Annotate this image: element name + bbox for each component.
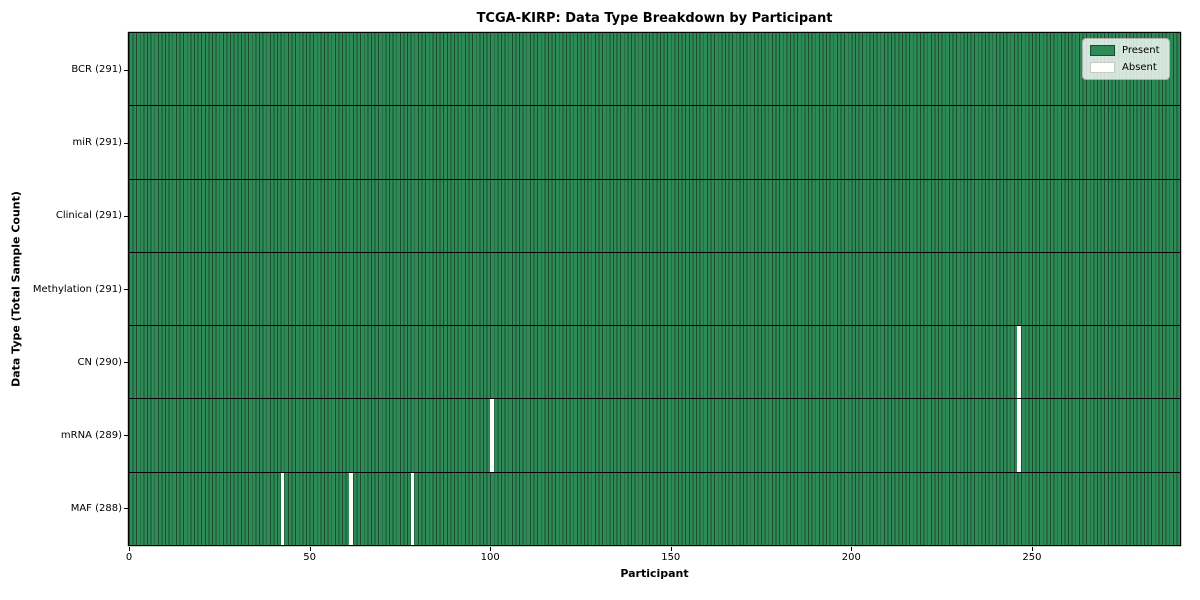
y-tick-mark — [124, 289, 128, 290]
x-tick-label: 200 — [841, 552, 861, 563]
legend-item: Present — [1090, 45, 1160, 56]
y-tick-label: mRNA (289) — [60, 429, 122, 441]
heatmap-row — [129, 251, 1180, 326]
y-tick-mark — [124, 215, 128, 217]
legend-item: Absent — [1090, 62, 1160, 73]
x-tick-mark — [129, 546, 130, 551]
y-tick-mark — [124, 508, 128, 510]
absent-marker — [1017, 399, 1022, 472]
heatmap-row — [129, 325, 1180, 399]
heatmap-row — [129, 398, 1180, 472]
y-tick-label: CN (290) — [77, 356, 122, 368]
x-tick-mark — [851, 546, 853, 551]
absent-marker — [1017, 326, 1022, 399]
x-tick-mark — [309, 546, 311, 551]
absent-marker — [280, 472, 285, 545]
x-tick-label: 0 — [125, 552, 133, 563]
absent-marker — [349, 472, 353, 545]
plot-area — [129, 33, 1180, 545]
y-tick-label: Clinical (291) — [55, 210, 122, 222]
y-tick-mark — [124, 142, 128, 144]
y-tick-label: Methylation (291) — [32, 283, 122, 295]
chart-title: TCGA-KIRP: Data Type Breakdown by Partic… — [476, 11, 833, 26]
legend-swatch-absent — [1090, 62, 1115, 73]
heatmap-row — [129, 471, 1180, 545]
x-tick-label: 100 — [480, 552, 500, 563]
x-tick-mark — [490, 546, 492, 551]
y-tick-mark — [124, 362, 128, 364]
x-axis-label: Participant — [620, 567, 689, 580]
absent-marker — [490, 399, 494, 472]
absent-marker — [410, 472, 415, 545]
x-tick-label: 50 — [303, 552, 316, 563]
legend-label: Present — [1122, 45, 1160, 56]
x-tick-label: 150 — [661, 552, 681, 563]
x-tick-mark — [1031, 546, 1033, 551]
legend-swatch-present — [1090, 45, 1115, 56]
legend: Present Absent — [1082, 38, 1170, 80]
heatmap-row — [129, 33, 1180, 106]
legend-label: Absent — [1122, 62, 1157, 73]
x-tick-mark — [670, 546, 672, 551]
y-tick-label: BCR (291) — [71, 64, 122, 76]
y-tick-mark — [124, 69, 128, 71]
y-tick-label: miR (291) — [72, 137, 122, 149]
y-tick-label: MAF (288) — [70, 502, 122, 514]
y-tick-mark — [124, 435, 128, 437]
heatmap-row — [129, 105, 1180, 179]
x-tick-label: 250 — [1022, 552, 1042, 563]
heatmap-row — [129, 178, 1180, 252]
